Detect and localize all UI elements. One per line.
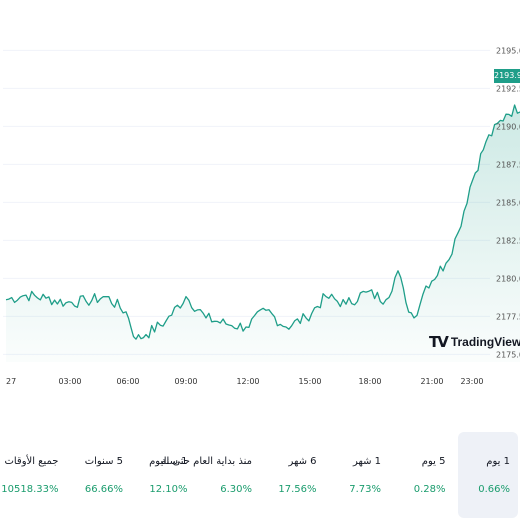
x-tick-label: 12:00 (236, 377, 259, 386)
performance-period-label: جميع الأوقات (4, 456, 59, 467)
performance-period-label: 5 سنوات (84, 456, 123, 467)
last-price-badge: 2193.97 (494, 69, 520, 83)
performance-period-3[interactable]: 6 شهر 17.56% (265, 432, 325, 518)
y-tick-label: 2192.50 (496, 84, 520, 93)
y-tick-label: 2190.00 (496, 122, 520, 131)
performance-period-label: 1 يوم (486, 456, 510, 467)
y-tick-label: 2182.50 (496, 236, 520, 245)
performance-period-2[interactable]: 1 شهر 7.73% (329, 432, 389, 518)
performance-period-value: 12.10% (149, 484, 188, 495)
performance-period-value: 0.28% (413, 484, 446, 495)
performance-period-4[interactable]: منذ بداية العام حتى اليوم 6.30% (149, 432, 260, 518)
performance-period-value: 7.73% (349, 484, 381, 495)
y-axis: 2195.00 2192.50 2190.00 2187.50 2185.00 2182.… (496, 46, 520, 359)
y-tick-label: 2187.50 (496, 160, 520, 169)
performance-periods: 1 يوم 0.66% 5 يوم 0.28% 1 شهر 7.73% 6 شهر 17.56… (0, 432, 520, 518)
performance-period-value: 17.56% (278, 484, 317, 495)
price-chart[interactable]: 2195.00 2192.50 2190.00 2187.50 2185.00 2182.… (0, 0, 520, 400)
y-tick-label: 2180.00 (496, 274, 520, 283)
tradingview-wordmark: TradingView (450, 335, 520, 349)
price-area-fill (6, 105, 520, 362)
performance-period-label: منذ بداية العام حتى اليوم (149, 456, 252, 467)
x-tick-label: 06:00 (116, 377, 139, 386)
performance-period-0[interactable]: 1 يوم 0.66% (458, 432, 518, 518)
x-tick-label: 15:00 (298, 377, 321, 386)
chart-canvas[interactable]: 2195.00 2192.50 2190.00 2187.50 2185.00 2182.… (0, 0, 520, 400)
x-tick-label: 18:00 (358, 377, 381, 386)
performance-period-value: 10518.33% (1, 484, 59, 495)
performance-period-value: 0.66% (478, 484, 510, 495)
y-tick-label: 2177.50 (496, 312, 520, 321)
performance-period-1[interactable]: 5 يوم 0.28% (394, 432, 454, 518)
x-tick-label: 27 (6, 377, 16, 386)
x-tick-label: 03:00 (58, 377, 81, 386)
price-line (5, 104, 520, 340)
performance-period-5[interactable]: 1 سنة 12.10% (136, 432, 196, 518)
performance-period-label: 6 شهر (288, 456, 317, 467)
performance-period-value: 66.66% (84, 484, 123, 495)
y-tick-label: 2185.00 (496, 198, 520, 207)
x-tick-label: 09:00 (174, 377, 197, 386)
performance-period-7[interactable]: جميع الأوقات 10518.33% (1, 432, 67, 518)
performance-period-label: 1 سنة (161, 456, 188, 467)
y-tick-label: 2175.00 (496, 350, 520, 359)
performance-period-value: 6.30% (220, 484, 252, 495)
x-tick-label: 21:00 (420, 377, 443, 386)
tradingview-logo[interactable]: TV TradingView (429, 333, 520, 351)
x-tick-label: 23:00 (460, 377, 483, 386)
performance-period-label: 1 شهر (352, 456, 381, 467)
tradingview-mark-icon: TV (429, 333, 449, 351)
x-axis: 27 03:00 06:00 09:00 12:00 15:00 18:00 21:00 23:… (6, 377, 484, 386)
performance-period-6[interactable]: 5 سنوات 66.66% (71, 432, 131, 518)
y-tick-label: 2195.00 (496, 46, 520, 55)
performance-period-label: 5 يوم (421, 456, 446, 467)
